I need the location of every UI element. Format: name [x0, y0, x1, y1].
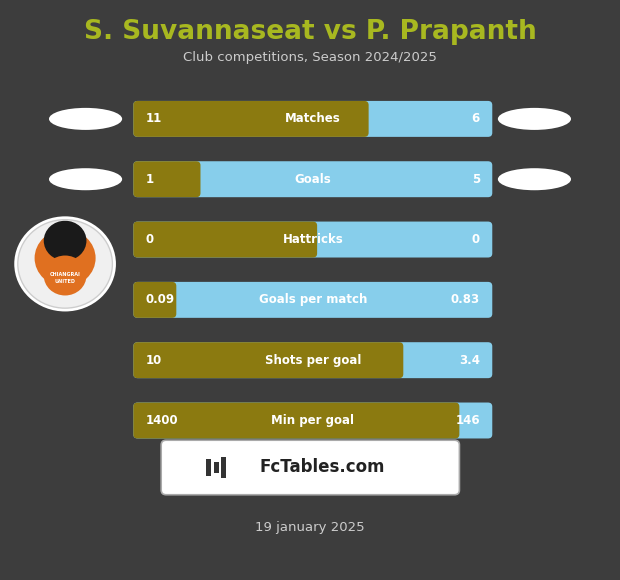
FancyBboxPatch shape — [133, 403, 492, 438]
Text: Goals per match: Goals per match — [259, 293, 367, 306]
Text: Shots per goal: Shots per goal — [265, 354, 361, 367]
FancyBboxPatch shape — [133, 342, 492, 378]
Text: 0: 0 — [472, 233, 480, 246]
Ellipse shape — [498, 108, 571, 130]
Text: Min per goal: Min per goal — [272, 414, 354, 427]
Text: 146: 146 — [455, 414, 480, 427]
FancyBboxPatch shape — [133, 403, 459, 438]
Text: Hattricks: Hattricks — [283, 233, 343, 246]
Text: 11: 11 — [146, 113, 162, 125]
Circle shape — [44, 256, 86, 295]
FancyBboxPatch shape — [133, 282, 176, 318]
Text: 10: 10 — [146, 354, 162, 367]
Text: Goals: Goals — [294, 173, 331, 186]
FancyBboxPatch shape — [133, 222, 317, 258]
Circle shape — [19, 220, 112, 307]
Text: UNITED: UNITED — [55, 279, 76, 284]
Text: 0.09: 0.09 — [146, 293, 175, 306]
Text: FcTables.com: FcTables.com — [260, 458, 386, 477]
Text: 1400: 1400 — [146, 414, 179, 427]
FancyBboxPatch shape — [133, 342, 403, 378]
FancyBboxPatch shape — [161, 440, 459, 495]
Text: 0: 0 — [146, 233, 154, 246]
FancyBboxPatch shape — [133, 101, 369, 137]
FancyBboxPatch shape — [133, 161, 200, 197]
FancyBboxPatch shape — [214, 462, 219, 473]
FancyBboxPatch shape — [133, 161, 492, 197]
Circle shape — [35, 230, 95, 287]
FancyBboxPatch shape — [133, 101, 492, 137]
FancyBboxPatch shape — [133, 222, 492, 258]
Ellipse shape — [49, 168, 122, 190]
Text: CHIANGRAI: CHIANGRAI — [50, 272, 81, 277]
Ellipse shape — [49, 108, 122, 130]
Ellipse shape — [498, 168, 571, 190]
Text: 6: 6 — [472, 113, 480, 125]
Text: 19 january 2025: 19 january 2025 — [255, 521, 365, 534]
Circle shape — [44, 221, 86, 260]
FancyBboxPatch shape — [133, 282, 492, 318]
Text: Club competitions, Season 2024/2025: Club competitions, Season 2024/2025 — [183, 52, 437, 64]
Circle shape — [14, 216, 116, 311]
Text: S. Suvannaseat vs P. Prapanth: S. Suvannaseat vs P. Prapanth — [84, 19, 536, 45]
Text: 0.83: 0.83 — [451, 293, 480, 306]
Text: 5: 5 — [472, 173, 480, 186]
FancyBboxPatch shape — [221, 457, 226, 478]
Text: 1: 1 — [146, 173, 154, 186]
FancyBboxPatch shape — [206, 459, 211, 476]
Text: 3.4: 3.4 — [459, 354, 480, 367]
Text: Matches: Matches — [285, 113, 340, 125]
